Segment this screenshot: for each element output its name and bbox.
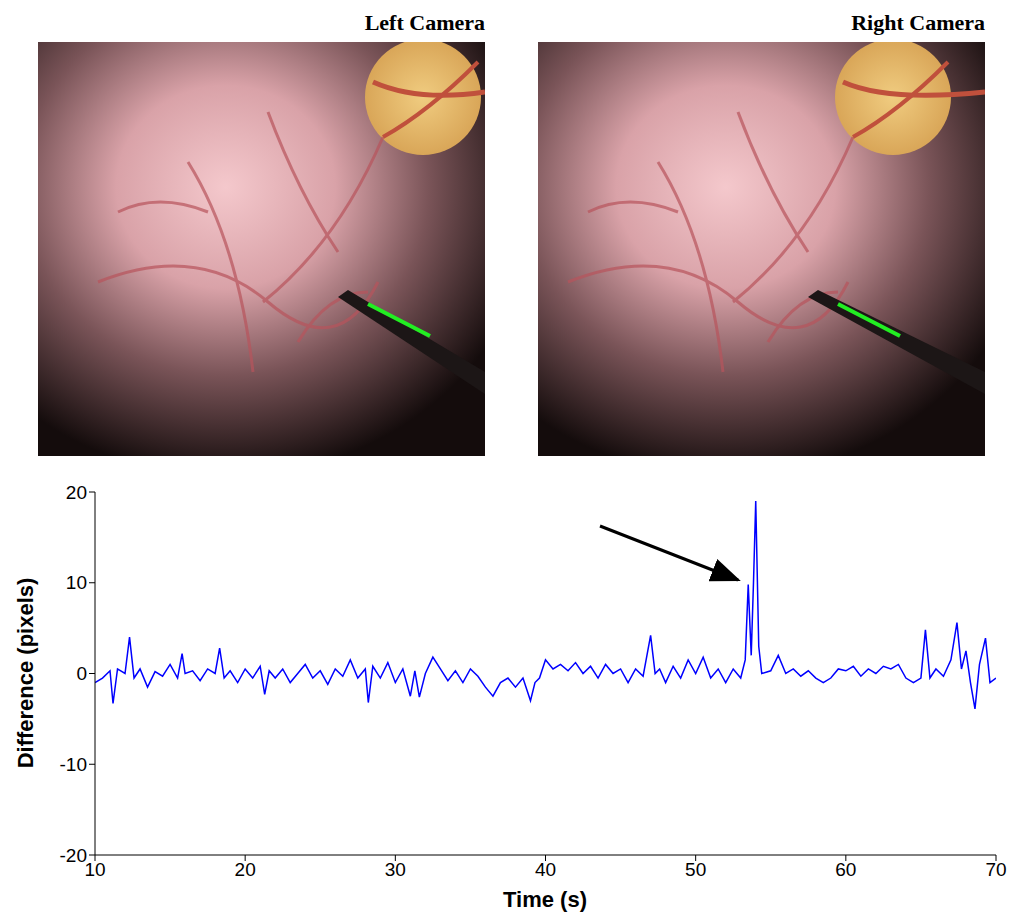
svg-text:20: 20 xyxy=(66,482,87,503)
svg-text:Difference (pixels): Difference (pixels) xyxy=(13,578,38,769)
svg-text:40: 40 xyxy=(535,859,556,880)
svg-text:30: 30 xyxy=(385,859,406,880)
svg-text:70: 70 xyxy=(985,859,1006,880)
svg-text:60: 60 xyxy=(835,859,856,880)
html-text:Left Camera: Left Camera xyxy=(364,10,485,35)
svg-text:50: 50 xyxy=(685,859,706,880)
svg-text:0: 0 xyxy=(76,663,87,684)
html-text:Right Camera: Right Camera xyxy=(851,10,985,35)
svg-text:10: 10 xyxy=(66,572,87,593)
svg-text:20: 20 xyxy=(235,859,256,880)
svg-text:10: 10 xyxy=(84,859,105,880)
svg-text:-10: -10 xyxy=(60,754,87,775)
svg-text:Time (s): Time (s) xyxy=(503,887,587,912)
svg-text:-20: -20 xyxy=(60,845,87,866)
